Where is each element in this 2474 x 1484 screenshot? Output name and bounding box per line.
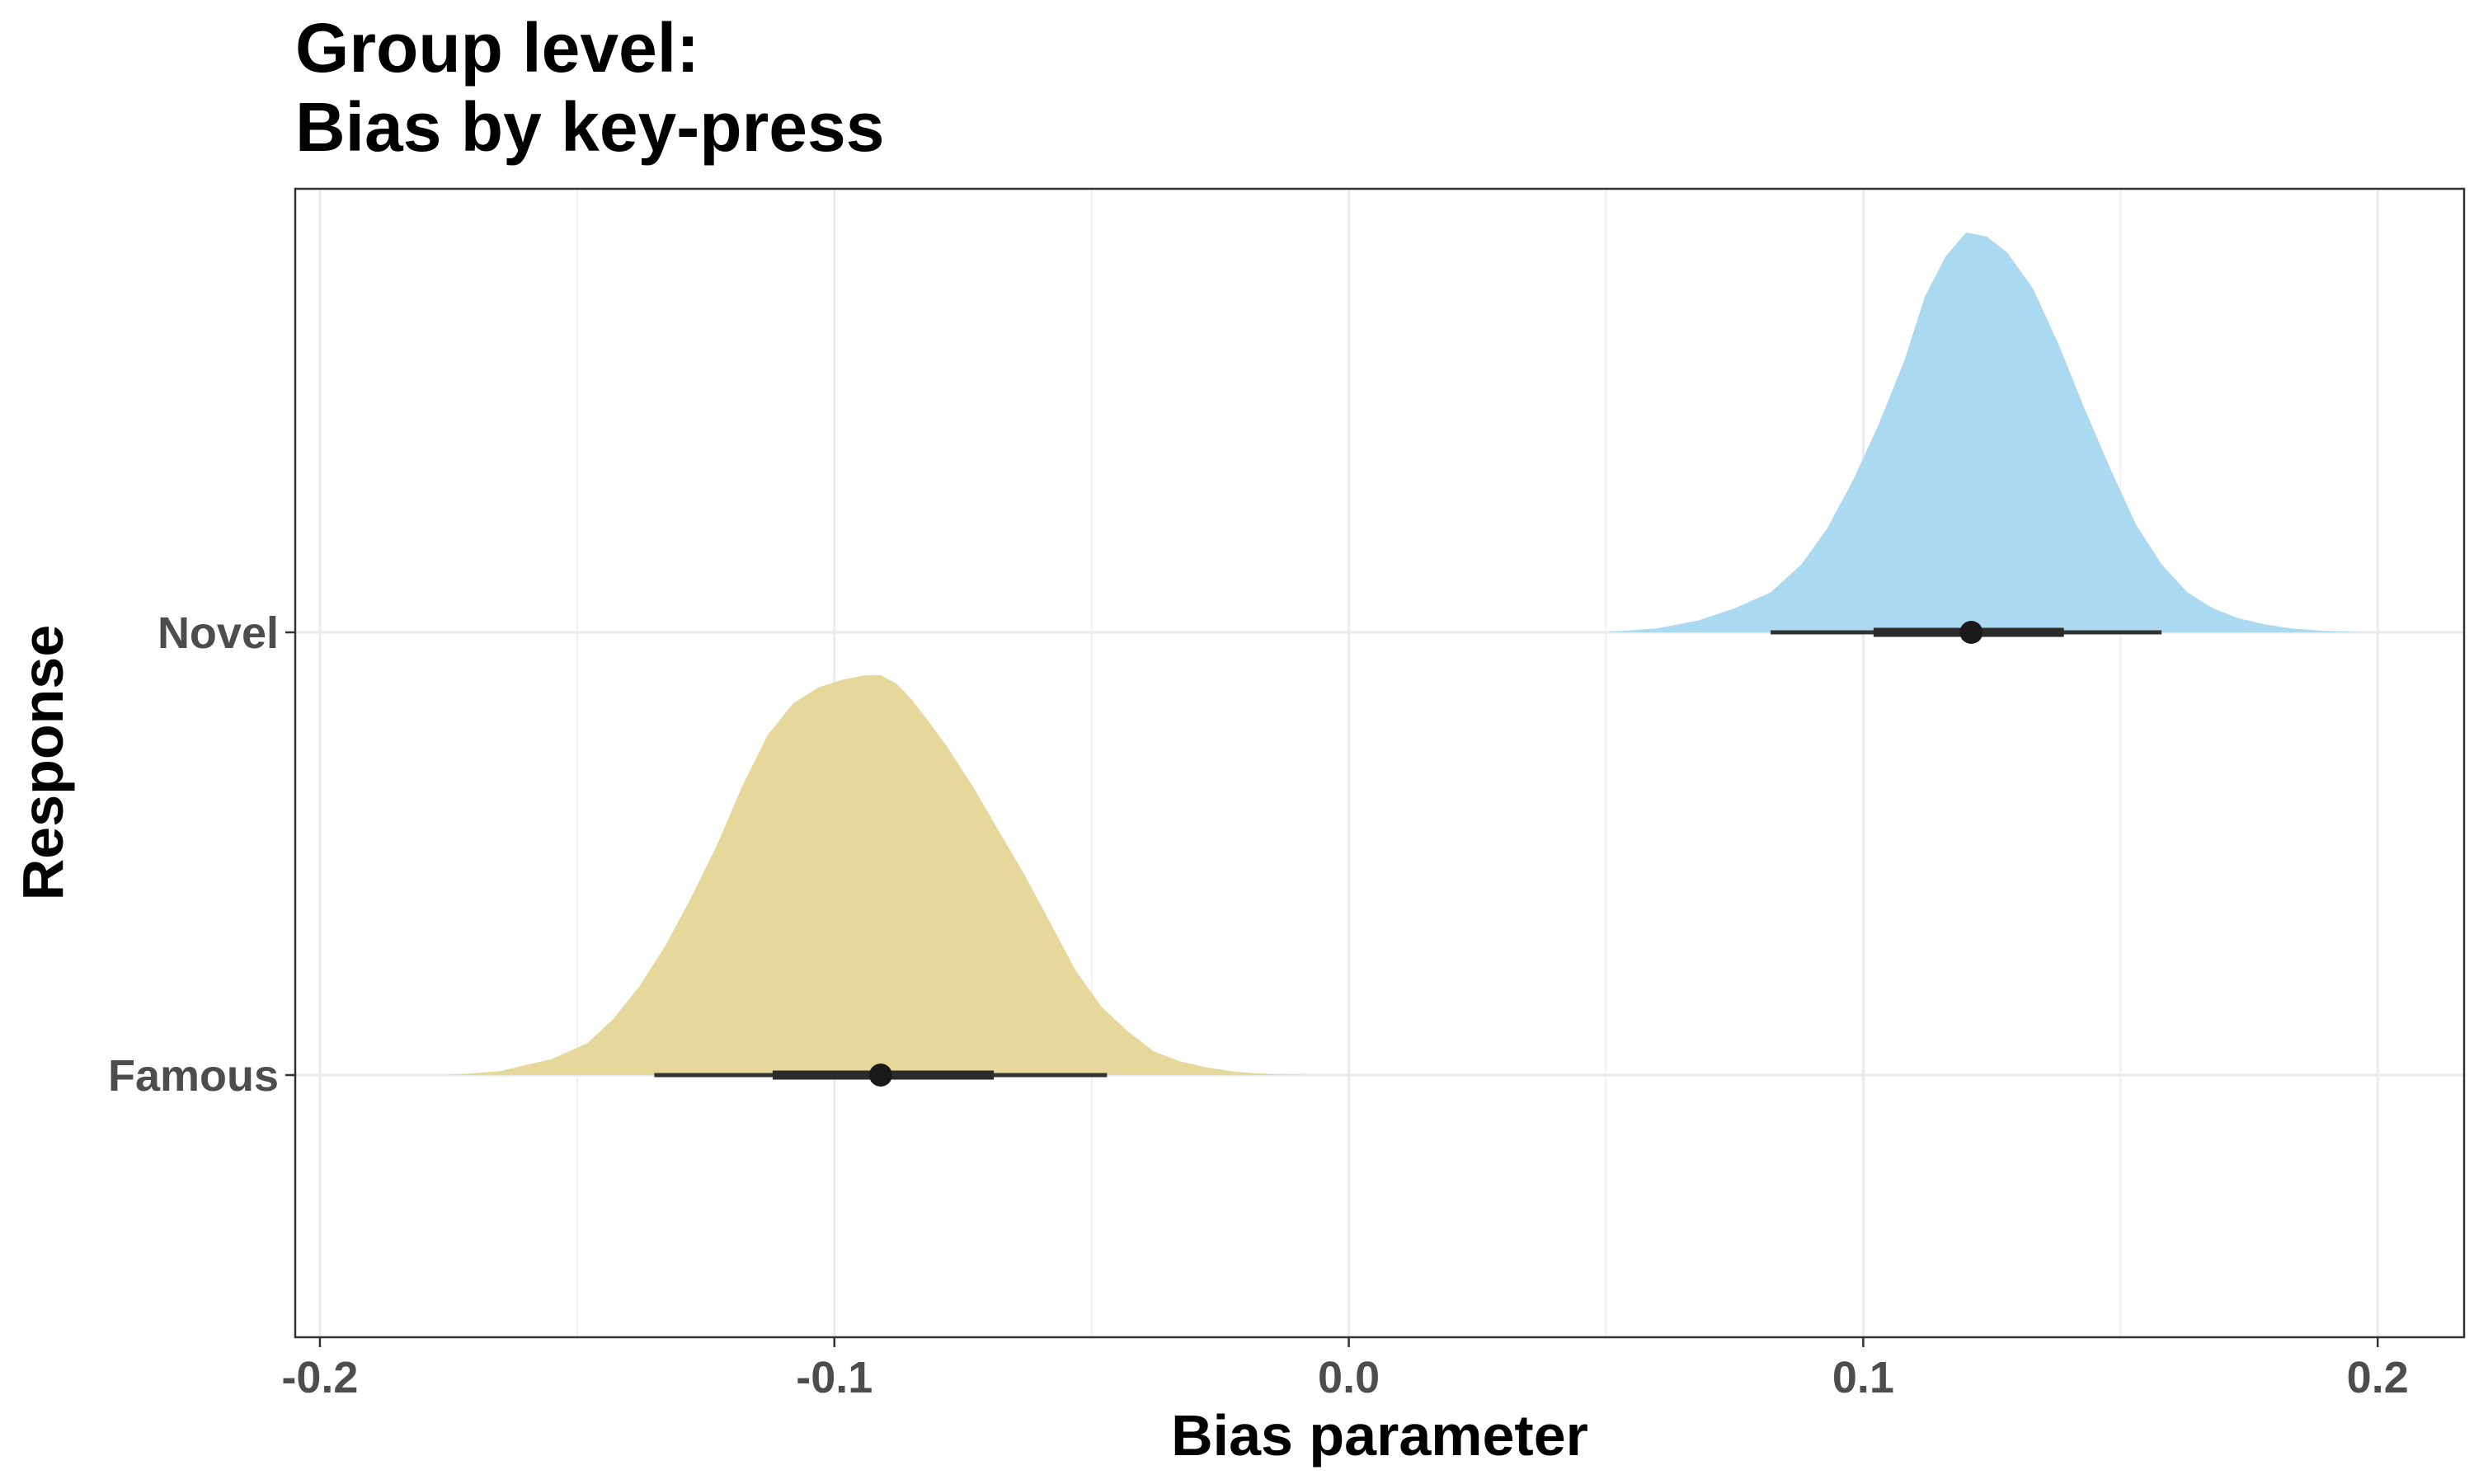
median-point-novel: [1959, 621, 1983, 644]
y-tick-label-famous: Famous: [108, 1051, 279, 1101]
x-tick-label: 0.0: [1318, 1353, 1380, 1402]
gridlines: [295, 189, 2464, 1337]
x-tick-label: -0.1: [796, 1353, 872, 1402]
chart-title-line-2: Bias by key-press: [295, 88, 884, 166]
chart-title-line-1: Group level:: [295, 9, 699, 87]
y-tick-label-novel: Novel: [158, 608, 279, 658]
interval-layer: [654, 621, 2162, 1087]
x-tick-label: -0.2: [281, 1353, 358, 1402]
x-tick-label: 0.2: [2347, 1353, 2409, 1402]
y-axis-ticks: Famous Novel: [108, 608, 295, 1101]
x-axis-ticks: -0.2 -0.1 0.0 0.1 0.2: [281, 1337, 2409, 1402]
x-tick-label: 0.1: [1832, 1353, 1894, 1402]
density-layer: [448, 232, 2363, 1075]
y-axis-title: Response: [11, 625, 75, 901]
density-famous: [448, 675, 1308, 1075]
plot-panel-border: [294, 187, 2466, 1339]
median-point-famous: [868, 1064, 892, 1087]
density-novel: [1606, 232, 2363, 632]
x-axis-title: Bias parameter: [1171, 1403, 1588, 1468]
